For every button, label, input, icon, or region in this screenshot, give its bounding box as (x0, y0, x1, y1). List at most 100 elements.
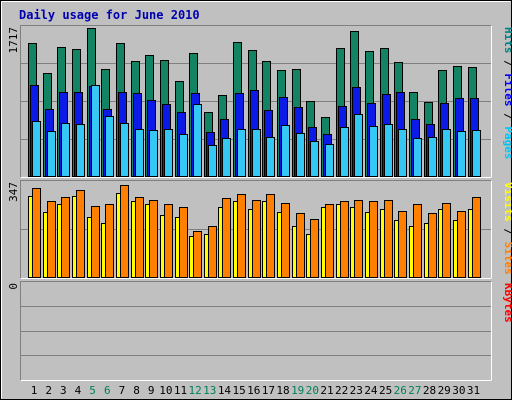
x-tick-label: 24 (364, 384, 378, 397)
series-legend-label: Hits / Files / Pages (502, 27, 512, 160)
chart-panel-1: 1717 Hits / Files / Pages (7, 25, 512, 178)
bar-pages-day-9 (149, 130, 158, 177)
bar-pages-day-16 (252, 129, 261, 177)
bar-pages-day-14 (222, 138, 231, 177)
bar-pages-day-22 (340, 127, 349, 177)
bar-pages-day-11 (179, 134, 188, 177)
bar-pages-day-25 (384, 124, 393, 177)
bar-sites-day-21 (325, 204, 334, 278)
bar-sites-day-5 (91, 206, 100, 278)
bar-pages-day-30 (457, 131, 466, 177)
bar-pages-day-19 (296, 133, 305, 177)
x-tick-label: 27 (408, 384, 421, 397)
bar-sites-day-15 (237, 194, 246, 278)
x-tick-label: 13 (203, 384, 216, 397)
bar-sites-day-3 (61, 197, 70, 278)
bar-sites-day-1 (32, 188, 41, 278)
bar-pages-day-28 (428, 137, 437, 177)
x-tick-label: 9 (148, 384, 155, 397)
bar-sites-day-29 (442, 203, 451, 278)
bar-sites-day-31 (472, 197, 481, 278)
series-legend-label: KBytes (502, 283, 512, 323)
bar-sites-day-23 (354, 200, 363, 278)
x-tick-label: 15 (232, 384, 245, 397)
x-tick-label: 30 (452, 384, 465, 397)
x-tick-label: 1 (31, 384, 38, 397)
x-axis-tick-labels: 1 2 3 4 5 6 7 8 9 10 11 12 13 14 15 16 17 18 19 20 21 22 23 24 2… (31, 384, 480, 397)
y-max-label: 1717 (7, 27, 20, 54)
bar-pages-day-2 (47, 131, 56, 177)
bar-sites-day-9 (149, 200, 158, 278)
bar-sites-day-13 (208, 226, 217, 278)
bar-pages-day-12 (193, 104, 202, 177)
chart-title: Daily usage for June 2010 (19, 8, 200, 22)
x-tick-label: 31 (467, 384, 480, 397)
bar-sites-day-24 (369, 201, 378, 278)
series-legend-label: Visits / Sites (502, 182, 512, 275)
bar-sites-day-25 (384, 200, 393, 278)
x-tick-label: 26 (394, 384, 407, 397)
bar-pages-day-15 (237, 129, 246, 177)
bar-sites-day-30 (457, 211, 466, 278)
bar-pages-day-17 (266, 137, 275, 177)
x-tick-label: 21 (320, 384, 333, 397)
bar-pages-day-3 (61, 123, 70, 177)
bar-sites-day-19 (296, 213, 305, 278)
bar-pages-day-8 (135, 129, 144, 177)
x-tick-label: 8 (133, 384, 140, 397)
bar-pages-day-18 (281, 125, 290, 177)
chart-panel-2: 347 Visits / Sites (7, 180, 512, 279)
bar-sites-day-26 (398, 211, 407, 278)
bar-sites-day-2 (47, 201, 56, 278)
bar-sites-day-7 (120, 185, 129, 278)
x-tick-label: 16 (247, 384, 260, 397)
bar-sites-day-11 (179, 207, 188, 278)
bar-sites-day-17 (266, 194, 275, 278)
x-tick-label: 12 (189, 384, 202, 397)
chart-panel-3: 0 KBytes (7, 281, 512, 381)
bar-pages-day-13 (208, 145, 217, 177)
x-tick-label: 10 (159, 384, 172, 397)
x-tick-label: 3 (60, 384, 67, 397)
bar-pages-day-24 (369, 126, 378, 177)
bar-sites-day-14 (222, 198, 231, 278)
bar-pages-day-21 (325, 144, 334, 177)
bar-sites-day-8 (135, 197, 144, 278)
bar-pages-day-31 (472, 130, 481, 177)
bar-sites-day-16 (252, 200, 261, 278)
x-tick-label: 14 (218, 384, 232, 397)
x-tick-label: 28 (423, 384, 436, 397)
bar-sites-day-27 (413, 204, 422, 278)
bar-pages-day-5 (91, 85, 100, 177)
bar-pages-day-29 (442, 129, 451, 177)
x-tick-label: 5 (89, 384, 96, 397)
x-tick-label: 17 (262, 384, 275, 397)
bar-sites-day-10 (164, 204, 173, 278)
bar-pages-day-1 (32, 121, 41, 177)
bar-pages-day-27 (413, 138, 422, 177)
x-tick-label: 22 (335, 384, 348, 397)
x-tick-label: 6 (104, 384, 111, 397)
bar-sites-day-4 (76, 190, 85, 278)
bar-pages-day-23 (354, 114, 363, 177)
y-max-label: 347 (7, 182, 20, 202)
bar-pages-day-20 (310, 141, 319, 177)
x-tick-label: 4 (75, 384, 82, 397)
bar-sites-day-18 (281, 203, 290, 278)
x-tick-label: 2 (45, 384, 52, 397)
bar-pages-day-7 (120, 123, 129, 177)
x-tick-label: 23 (350, 384, 363, 397)
x-tick-label: 18 (276, 384, 289, 397)
x-tick-label: 29 (438, 384, 451, 397)
bar-pages-day-10 (164, 129, 173, 177)
x-tick-label: 25 (379, 384, 392, 397)
x-tick-label: 19 (291, 384, 304, 397)
y-max-label: 0 (7, 283, 20, 290)
x-tick-label: 11 (174, 384, 187, 397)
bar-pages-day-4 (76, 124, 85, 177)
bar-sites-day-28 (428, 213, 437, 278)
x-tick-label: 7 (119, 384, 126, 397)
bar-sites-day-12 (193, 231, 202, 278)
bar-sites-day-22 (340, 201, 349, 278)
